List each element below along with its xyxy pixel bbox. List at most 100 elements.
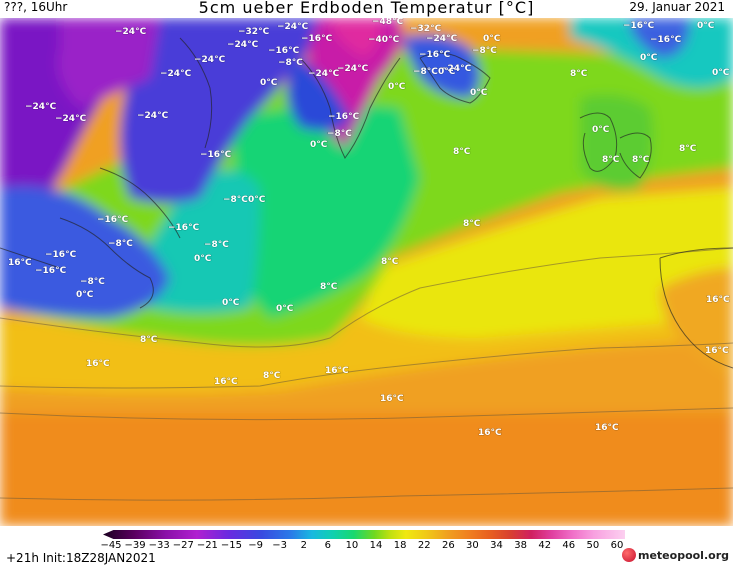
map-label: −24°C — [160, 69, 192, 79]
map-label: 16°C — [214, 377, 238, 387]
map-label: 16°C — [380, 394, 404, 404]
colorbar-tick-label: −45 — [100, 540, 122, 551]
temperature-field — [0, 18, 733, 526]
colorbar-tick-label: 22 — [417, 540, 431, 551]
map-label: 16°C — [325, 366, 349, 376]
map-label: 8°C — [632, 155, 650, 165]
map-label: −24°C — [25, 102, 57, 112]
map-label: 8°C — [570, 69, 588, 79]
map-label: −8°C — [108, 239, 133, 249]
colorbar-tick-label: 46 — [562, 540, 576, 551]
map-label: −32°C — [410, 24, 442, 34]
map-label: −16°C — [301, 34, 333, 44]
isotherm-lines — [0, 247, 733, 501]
map-label: −32°C — [238, 27, 270, 37]
map-label: −24°C — [440, 64, 472, 74]
map-label: −24°C — [277, 22, 309, 32]
map-label: −16°C — [623, 21, 655, 31]
colorbar-tick-label: −9 — [248, 540, 263, 551]
map-label: 0°C — [697, 21, 715, 31]
map-label: 8°C — [463, 219, 481, 229]
map-label: 8°C — [320, 282, 338, 292]
temperature-map: −24°C −32°C −24°C −16°C −48°C −32°C −24°… — [0, 18, 733, 526]
map-label: −8°C — [80, 277, 105, 287]
map-label: −24°C — [137, 111, 169, 121]
map-label: 0°C — [194, 254, 212, 264]
map-label: 16°C — [595, 423, 619, 433]
map-label: −16°C — [419, 50, 451, 60]
colorbar — [103, 530, 625, 539]
footer: −45 −39 −33 −27 −21 −15 −9 −3 2 6 10 14 18 22 26 30 34 38… — [0, 526, 733, 566]
map-label: 16°C — [8, 258, 32, 268]
map-label: 0°C — [76, 290, 94, 300]
map-label: 0°C — [222, 298, 240, 308]
brand-logo-icon — [622, 548, 636, 562]
map-label: −40°C — [368, 35, 400, 45]
map-label: 16°C — [706, 295, 730, 305]
map-label: 0°C — [276, 304, 294, 314]
map-label: 16°C — [86, 359, 110, 369]
colorbar-tick-label: 18 — [393, 540, 407, 551]
colorbar-tick-label: 38 — [514, 540, 527, 551]
map-svg: −24°C −32°C −24°C −16°C −48°C −32°C −24°… — [0, 18, 733, 526]
map-label: −8°C — [204, 240, 229, 250]
header: ???, 16Uhr 5cm ueber Erdboden Temperatur… — [0, 0, 733, 20]
brand-name: meteopool.org — [638, 548, 729, 562]
colorbar-tick-label: 30 — [466, 540, 479, 551]
map-label: 8°C — [140, 335, 158, 345]
map-labels: −24°C −32°C −24°C −16°C −48°C −32°C −24°… — [8, 18, 731, 439]
map-label: 0°C — [260, 78, 278, 88]
map-label: 0°C — [483, 34, 501, 44]
run-label: ???, 16Uhr — [4, 0, 68, 14]
map-label: −8°C — [327, 129, 352, 139]
map-label: 0°C — [640, 53, 658, 63]
map-label: −24°C — [337, 64, 369, 74]
init-time: +21h Init:18Z28JAN2021 — [6, 551, 156, 565]
colorbar-tick-label: 14 — [369, 540, 383, 551]
map-label: 0°C — [470, 88, 488, 98]
colorbar-tick-label: −3 — [272, 540, 288, 551]
colorbar-tick-label: 6 — [324, 540, 332, 551]
map-label: −16°C — [168, 223, 200, 233]
map-label: −8°C — [223, 195, 248, 205]
colorbar-tick-label: −21 — [196, 540, 218, 551]
map-title: 5cm ueber Erdboden Temperatur [°C] — [198, 0, 535, 17]
brand: meteopool.org — [622, 547, 729, 563]
colorbar-tick-label: 34 — [490, 540, 503, 551]
map-label: −16°C — [45, 250, 77, 260]
map-label: −8°C — [472, 46, 497, 56]
map-label: 0°C — [388, 82, 406, 92]
coastlines — [0, 37, 733, 369]
map-label: −8°C — [278, 58, 303, 68]
map-label: −24°C — [194, 55, 226, 65]
valid-date: 29. Januar 2021 — [629, 0, 725, 14]
map-label: 8°C — [679, 144, 697, 154]
colorbar-tick-label: 10 — [345, 540, 359, 551]
map-label: 0°C — [248, 195, 266, 205]
map-label: 0°C — [712, 68, 730, 78]
colorbar-tick-label: −27 — [172, 540, 194, 551]
map-label: −24°C — [55, 114, 87, 124]
map-label: −16°C — [200, 150, 232, 160]
map-label: 0°C — [438, 67, 456, 77]
map-label: −16°C — [328, 112, 360, 122]
colorbar-tick-label: −33 — [148, 540, 170, 551]
map-label: 16°C — [705, 346, 729, 356]
colorbar-tick-label: 60 — [610, 540, 624, 551]
map-label: −24°C — [308, 69, 340, 79]
colorbar-tick-label: 26 — [441, 540, 455, 551]
map-label: 0°C — [592, 125, 610, 135]
map-label: −8°C — [413, 67, 438, 77]
colorbar-ticks: −45 −39 −33 −27 −21 −15 −9 −3 2 6 10 14 18 22 26 30 34 38… — [100, 540, 625, 552]
map-label: 0°C — [310, 140, 328, 150]
map-label: −24°C — [227, 40, 259, 50]
colorbar-tick-label: −15 — [220, 540, 243, 551]
map-label: 8°C — [381, 257, 399, 267]
map-label: −48°C — [372, 18, 404, 27]
map-label: −24°C — [115, 27, 147, 37]
map-label: 16°C — [478, 428, 502, 438]
map-label: −24°C — [426, 34, 458, 44]
map-label: −16°C — [97, 215, 129, 225]
colorbar-tick-label: 2 — [300, 540, 307, 551]
colorbar-tick-label: −39 — [124, 540, 146, 551]
